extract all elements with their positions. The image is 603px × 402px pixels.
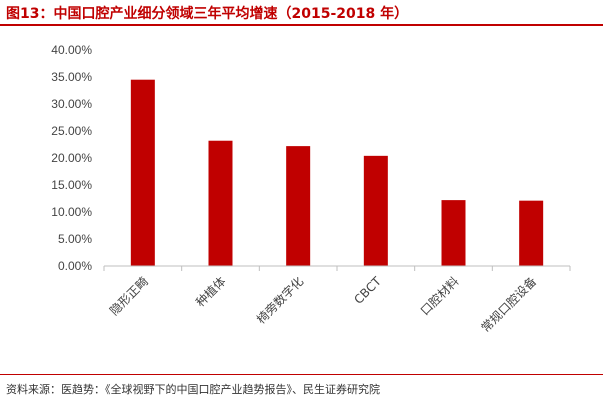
y-tick-label: 35.00% bbox=[51, 70, 92, 84]
bar-5 bbox=[441, 200, 466, 266]
x-category-label: 隐形正畸 bbox=[107, 274, 151, 318]
x-category-label: 口腔材料 bbox=[417, 274, 462, 319]
bar-6 bbox=[519, 200, 544, 266]
y-tick-label: 20.00% bbox=[51, 151, 92, 165]
source-bar: 资料来源：医趋势：《全球视野下的中国口腔产业趋势报告》、民生证券研究院 bbox=[0, 374, 603, 402]
x-category-label: 种植体 bbox=[193, 274, 229, 310]
bar-4 bbox=[363, 155, 388, 266]
bar-1 bbox=[130, 79, 155, 266]
y-axis: 0.00% 5.00% 10.00% 15.00% 20.00% 25.00% 30.00%… bbox=[51, 43, 92, 273]
y-tick-label: 5.00% bbox=[58, 232, 92, 246]
source-note: 资料来源：医趋势：《全球视野下的中国口腔产业趋势报告》、民生证券研究院 bbox=[6, 383, 380, 396]
x-category-label: 椅旁数字化 bbox=[253, 274, 306, 327]
y-tick-label: 30.00% bbox=[51, 97, 92, 111]
bar-3 bbox=[286, 146, 311, 266]
bars bbox=[130, 79, 544, 266]
page-title: 图13：中国口腔产业细分领域三年平均增速（2015-2018 年） bbox=[6, 6, 409, 22]
bar-chart: 0.00% 5.00% 10.00% 15.00% 20.00% 25.00% 30.00%… bbox=[51, 43, 571, 336]
y-tick-label: 0.00% bbox=[58, 259, 92, 273]
bar-2 bbox=[208, 140, 233, 266]
y-tick-label: 25.00% bbox=[51, 124, 92, 138]
y-tick-label: 15.00% bbox=[51, 178, 92, 192]
x-category-label: 常规口腔设备 bbox=[478, 274, 540, 336]
y-tick-label: 10.00% bbox=[51, 205, 92, 219]
x-category-label: CBCT bbox=[351, 274, 384, 307]
x-axis: 隐形正畸 种植体 椅旁数字化 CBCT 口腔材料 常规口腔设备 bbox=[103, 265, 571, 336]
title-bar: 图13：中国口腔产业细分领域三年平均增速（2015-2018 年） bbox=[0, 0, 603, 26]
y-tick-label: 40.00% bbox=[51, 43, 92, 57]
